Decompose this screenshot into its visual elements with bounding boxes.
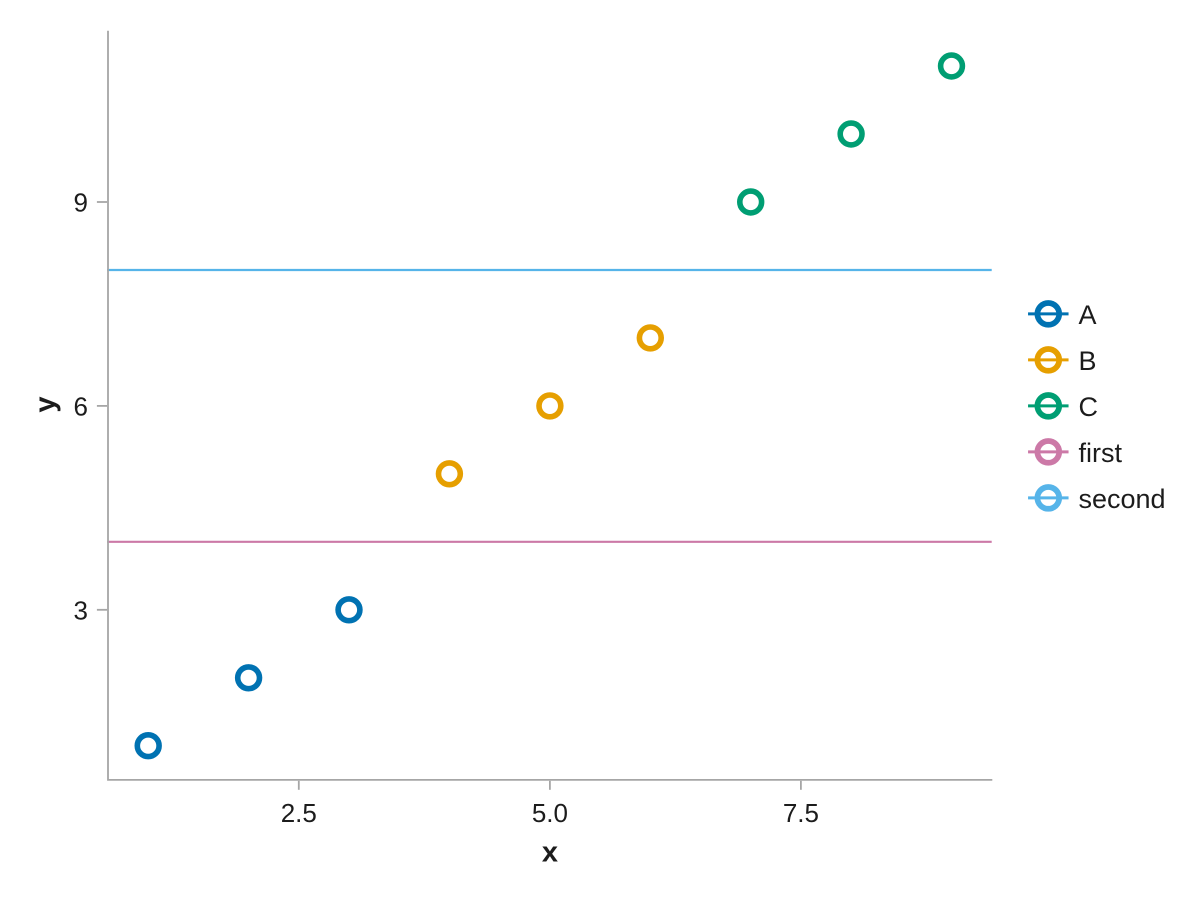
svg-text:A: A [1079,300,1097,330]
svg-text:y: y [30,397,62,413]
svg-text:second: second [1079,484,1166,514]
svg-text:5.0: 5.0 [532,798,568,828]
svg-text:C: C [1079,392,1099,422]
svg-text:2.5: 2.5 [281,798,317,828]
svg-text:3: 3 [74,595,88,625]
svg-text:6: 6 [74,391,88,421]
svg-text:x: x [542,837,558,869]
svg-text:9: 9 [74,188,88,218]
svg-text:first: first [1079,438,1123,468]
svg-text:7.5: 7.5 [783,798,819,828]
svg-text:B: B [1079,346,1097,376]
